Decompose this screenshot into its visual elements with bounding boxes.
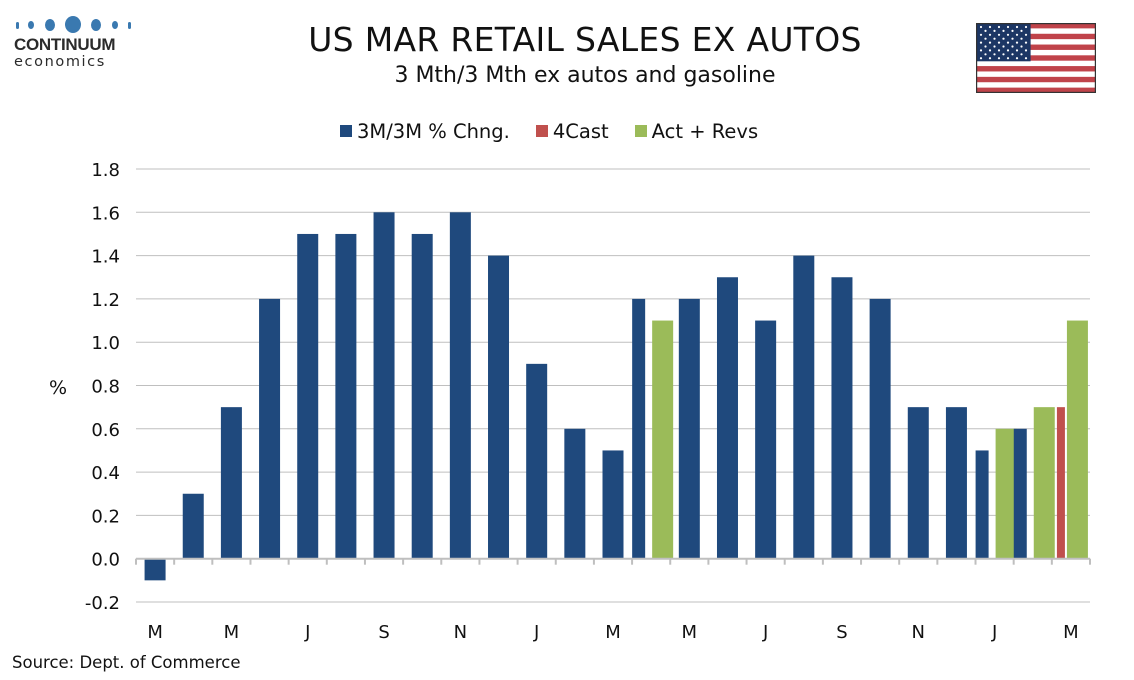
y-axis-tick-labels: 1.8 1.6 1.4 1.2 1.0 0.8 0.6 0.4 0.2 0.0 -0.2 [85, 160, 120, 614]
bar-3m3m [297, 233, 319, 559]
bar-3m3m [564, 428, 586, 559]
legend-swatch-green [634, 125, 647, 137]
legend-item-3m3m: 3M/3M % Chng. [340, 120, 510, 143]
bar-3m3m [259, 298, 281, 559]
bar-3m3m [144, 558, 166, 581]
y-tick-label: 1.6 [91, 203, 120, 224]
x-tick-label: J [991, 622, 997, 643]
x-tick-label: N [912, 622, 925, 643]
bar-3m3m [220, 407, 242, 559]
chart-subtitle: 3 Mth/3 Mth ex autos and gasoline [394, 63, 776, 88]
logo: CONTINUUM economics [14, 14, 134, 70]
bar-3m3m [526, 363, 548, 559]
legend-swatch-blue [340, 125, 352, 137]
bar-3m3m [678, 298, 700, 559]
bar-3m3m [1013, 428, 1027, 559]
x-tick-label: M [1063, 622, 1079, 643]
logo-name: CONTINUUM [14, 35, 116, 54]
x-tick-label: S [378, 622, 389, 643]
legend-item-act-revs: Act + Revs [634, 119, 759, 143]
bar-3m3m [488, 255, 510, 559]
bar-3m3m [755, 320, 777, 559]
y-tick-label: 1.0 [91, 333, 120, 354]
bar-act-revs [1066, 320, 1088, 559]
bar-3m3m [869, 298, 891, 559]
legend-label: Act + Revs [651, 119, 759, 143]
logo-dots-icon [14, 14, 134, 36]
y-tick-label: 0.4 [91, 463, 120, 484]
legend-item-4cast: 4Cast [535, 119, 609, 143]
bar-3m3m [335, 233, 357, 559]
logo-subtitle: economics [14, 54, 106, 70]
bar-3m3m [831, 277, 853, 559]
x-tick-label: N [454, 622, 467, 643]
x-tick-label: J [304, 622, 310, 643]
us-flag-icon [976, 23, 1096, 93]
legend-label: 4Cast [552, 119, 609, 143]
bar-3m3m [411, 233, 433, 559]
bar-3m3m [602, 450, 624, 559]
source-note: Source: Dept. of Commerce [12, 653, 241, 672]
bar-3m3m [449, 212, 471, 559]
y-tick-label: -0.2 [85, 593, 120, 614]
bars [144, 212, 1088, 581]
bar-4cast [1056, 407, 1065, 559]
bar-3m3m [632, 298, 646, 559]
x-tick-label: M [147, 622, 163, 643]
bar-act-revs [1033, 407, 1055, 559]
bar-3m3m [907, 407, 929, 559]
bar-3m3m [373, 212, 395, 559]
chart-legend: 3M/3M % Chng. 4Cast Act + Revs [340, 118, 784, 144]
bar-3m3m [182, 493, 204, 559]
x-tick-label: S [836, 622, 847, 643]
y-axis-label: % [49, 377, 67, 399]
bar-3m3m [945, 407, 967, 559]
legend-swatch-red [535, 125, 548, 137]
y-tick-label: 0.2 [91, 506, 120, 527]
x-tick-label: J [533, 622, 539, 643]
x-tick-label: M [224, 622, 240, 643]
y-tick-label: 0.6 [91, 420, 120, 441]
y-tick-label: 0.0 [91, 550, 120, 571]
bar-3m3m [975, 450, 989, 559]
y-tick-label: 1.8 [91, 160, 120, 181]
x-axis [135, 557, 1091, 565]
y-tick-label: 0.8 [91, 377, 120, 398]
bar-3m3m [793, 255, 815, 559]
y-tick-label: 1.4 [91, 247, 120, 268]
y-tick-label: 1.2 [91, 290, 120, 311]
legend-label: 3M/3M % Chng. [357, 119, 510, 143]
bar-act-revs [652, 320, 674, 559]
x-tick-label: M [605, 622, 621, 643]
x-tick-label: J [762, 622, 768, 643]
chart-title: US MAR RETAIL SALES EX AUTOS [308, 20, 862, 59]
bar-act-revs [995, 428, 1017, 559]
bar-3m3m [716, 277, 738, 559]
x-tick-label: M [682, 622, 698, 643]
